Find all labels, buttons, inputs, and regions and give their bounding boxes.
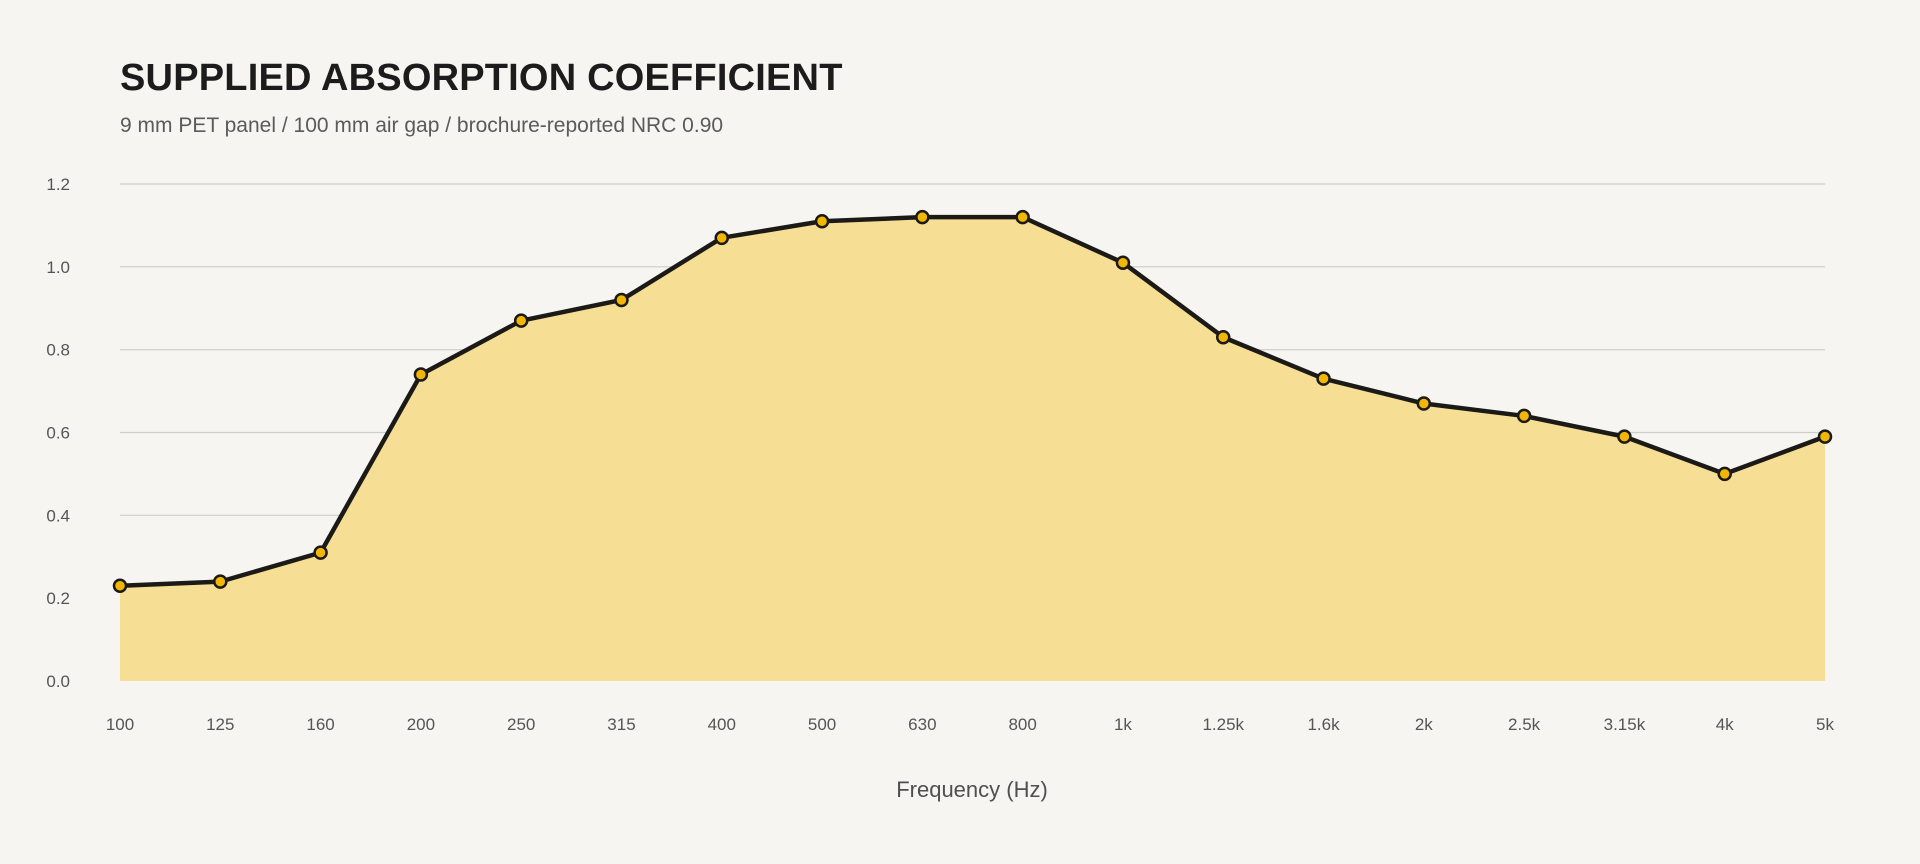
data-point-250 bbox=[513, 313, 529, 328]
x-tick-label: 2.5k bbox=[1508, 715, 1541, 734]
data-point-100 bbox=[112, 578, 128, 593]
x-tick-label: 3.15k bbox=[1604, 715, 1646, 734]
x-tick-label: 400 bbox=[708, 715, 736, 734]
data-point-630 bbox=[915, 209, 930, 225]
data-point-1.25k bbox=[1215, 329, 1231, 345]
x-tick-label: 1.6k bbox=[1307, 715, 1340, 734]
x-axis-title: Frequency (Hz) bbox=[896, 777, 1048, 802]
y-tick-label: 0.8 bbox=[46, 341, 70, 360]
data-point-160 bbox=[313, 545, 328, 560]
data-point-1.6k bbox=[1316, 371, 1331, 386]
x-tick-label: 630 bbox=[908, 715, 936, 734]
x-tick-label: 2k bbox=[1415, 715, 1433, 734]
x-tick-label: 250 bbox=[507, 715, 535, 734]
x-tick-label: 125 bbox=[206, 715, 234, 734]
x-tick-label: 1k bbox=[1114, 715, 1132, 734]
x-axis-tick-labels: 100 125 160 200 250 315 400 500 630 800 1k 1.25k 1.6… bbox=[106, 715, 1835, 734]
x-tick-label: 4k bbox=[1716, 715, 1734, 734]
x-tick-label: 315 bbox=[607, 715, 635, 734]
data-point-500 bbox=[814, 214, 830, 229]
absorption-line bbox=[117, 214, 1828, 588]
data-point-2k bbox=[1416, 396, 1432, 411]
y-tick-label: 0.4 bbox=[46, 506, 70, 525]
x-tick-label: 1.25k bbox=[1202, 715, 1244, 734]
data-point-1k bbox=[1115, 255, 1131, 270]
chart-subtitle: 9 mm PET panel / 100 mm air gap / brochu… bbox=[120, 114, 724, 137]
y-tick-label: 0.2 bbox=[46, 589, 70, 608]
x-tick-label: 500 bbox=[808, 715, 836, 734]
data-point-4k bbox=[1717, 466, 1732, 482]
x-tick-label: 5k bbox=[1816, 715, 1834, 734]
y-tick-label: 1.0 bbox=[46, 258, 70, 277]
data-point-5k bbox=[1817, 429, 1833, 444]
chart-title: SUPPLIED ABSORPTION COEFFICIENT bbox=[120, 57, 843, 99]
y-tick-label: 0.6 bbox=[46, 424, 70, 443]
x-tick-label: 160 bbox=[306, 715, 334, 734]
absorption-area bbox=[120, 217, 1825, 681]
data-point-2.5k bbox=[1516, 408, 1532, 424]
data-point-400 bbox=[714, 230, 730, 246]
y-axis-tick-labels: 0.0 0.2 0.4 0.6 0.8 1.0 1.2 bbox=[46, 175, 70, 691]
y-tick-label: 0.0 bbox=[46, 672, 70, 691]
data-point-315 bbox=[614, 292, 629, 308]
data-point-125 bbox=[213, 574, 228, 589]
data-point-200 bbox=[413, 367, 429, 382]
y-tick-label: 1.2 bbox=[46, 175, 70, 194]
data-point-3.15k bbox=[1617, 429, 1632, 444]
x-tick-label: 100 bbox=[106, 715, 134, 734]
x-tick-label: 800 bbox=[1008, 715, 1036, 734]
x-tick-label: 200 bbox=[407, 715, 435, 734]
data-markers bbox=[112, 209, 1833, 593]
data-point-800 bbox=[1015, 209, 1030, 225]
